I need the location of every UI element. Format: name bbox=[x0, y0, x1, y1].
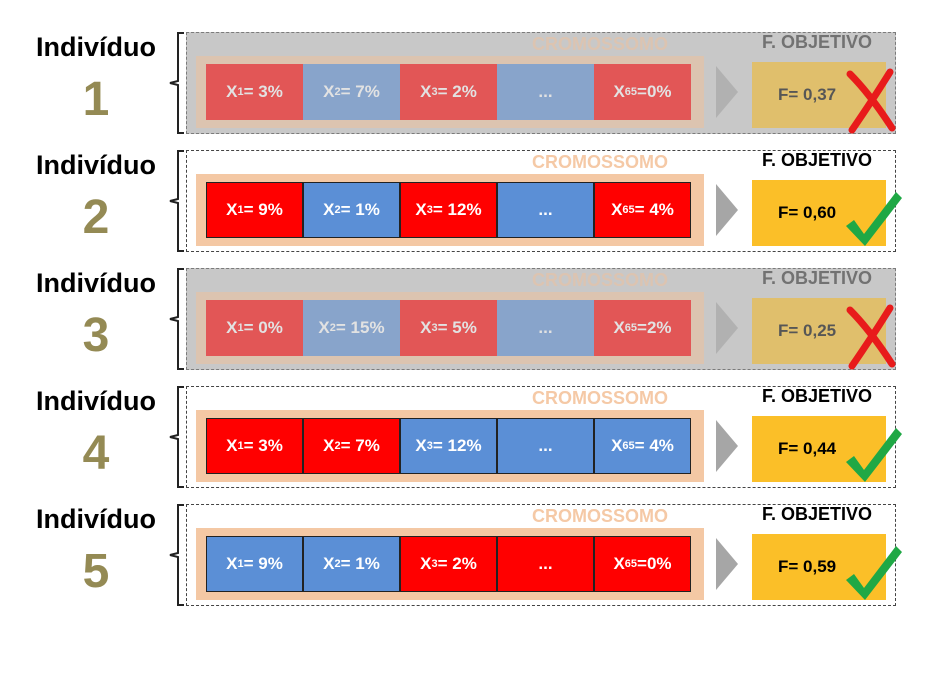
cross-icon bbox=[846, 68, 896, 134]
check-icon bbox=[846, 192, 902, 246]
objective-label: F. OBJETIVO bbox=[761, 504, 873, 524]
gene-subscript: 3 bbox=[431, 558, 438, 570]
individual-row: Indivíduo 2 CROMOSSOMO F. OBJETIVO X 1 = 9% X 2 =… bbox=[0, 148, 952, 264]
individual-label: Indivíduo bbox=[36, 504, 156, 534]
gene-list: X 1 = 3% X 2 = 7% X 3 = 12%... X 65 = 4% bbox=[206, 418, 691, 474]
gene-cell: ... bbox=[497, 182, 594, 238]
objective-label: F. OBJETIVO bbox=[761, 268, 873, 288]
gene-subscript: 3 bbox=[426, 204, 433, 216]
gene-cell: X 3 = 12% bbox=[400, 418, 497, 474]
individual-label: Indivíduo bbox=[36, 268, 156, 298]
objective-label: F. OBJETIVO bbox=[761, 32, 873, 52]
gene-subscript: 3 bbox=[426, 440, 433, 452]
gene-subscript: 65 bbox=[622, 204, 635, 216]
gene-cell: X 3 = 5% bbox=[400, 300, 497, 356]
individual-row: Indivíduo 4 CROMOSSOMO F. OBJETIVO X 1 = 3% X 2 =… bbox=[0, 384, 952, 500]
gene-cell: X 3 = 2% bbox=[400, 536, 497, 592]
gene-cell: X 65 =0% bbox=[594, 64, 691, 120]
brace-icon bbox=[169, 386, 184, 488]
individual-row: Indivíduo 5 CROMOSSOMO F. OBJETIVO X 1 = 9% X 2 =… bbox=[0, 502, 952, 618]
gene-list: X 1 = 9% X 2 = 1% X 3 = 2%... X 65 =0% bbox=[206, 536, 691, 592]
gene-subscript: 3 bbox=[431, 322, 438, 334]
gene-cell: ... bbox=[497, 64, 594, 120]
gene-cell: X 65 =0% bbox=[594, 536, 691, 592]
gene-cell: X 2 = 1% bbox=[303, 536, 400, 592]
gene-subscript: 65 bbox=[624, 322, 638, 334]
gene-cell: X 3 = 2% bbox=[400, 64, 497, 120]
gene-cell: X 65 =2% bbox=[594, 300, 691, 356]
individual-number: 1 bbox=[82, 73, 110, 126]
gene-subscript: 1 bbox=[237, 440, 244, 452]
gene-cell: X 1 = 0% bbox=[206, 300, 303, 356]
gene-cell: X 2 = 1% bbox=[303, 182, 400, 238]
gene-subscript: 2 bbox=[334, 440, 341, 452]
chromosome-label: CROMOSSOMO bbox=[532, 270, 669, 290]
gene-subscript: 1 bbox=[237, 204, 244, 216]
arrow-icon bbox=[716, 302, 738, 354]
individual-number: 5 bbox=[82, 545, 110, 598]
gene-cell: X 1 = 3% bbox=[206, 64, 303, 120]
gene-cell: X 3 = 12% bbox=[400, 182, 497, 238]
individual-row: Indivíduo 3 CROMOSSOMO F. OBJETIVO X 1 = 0% X 2 =… bbox=[0, 266, 952, 382]
gene-subscript: 3 bbox=[431, 86, 438, 98]
gene-subscript: 1 bbox=[237, 322, 244, 334]
gene-subscript: 65 bbox=[624, 86, 638, 98]
arrow-icon bbox=[716, 66, 738, 118]
gene-cell: X 2 = 7% bbox=[303, 418, 400, 474]
gene-list: X 1 = 3% X 2 = 7% X 3 = 2%... X 65 =0% bbox=[206, 64, 691, 120]
gene-subscript: 65 bbox=[624, 558, 638, 570]
objective-label: F. OBJETIVO bbox=[761, 386, 873, 406]
chromosome-label: CROMOSSOMO bbox=[532, 152, 669, 172]
gene-list: X 1 = 9% X 2 = 1% X 3 = 12%... X 65 = 4% bbox=[206, 182, 691, 238]
individual-label: Indivíduo bbox=[36, 386, 156, 416]
chromosome-label: CROMOSSOMO bbox=[532, 506, 669, 526]
brace-icon bbox=[169, 150, 184, 252]
gene-cell: X 65 = 4% bbox=[594, 418, 691, 474]
chromosome-label: CROMOSSOMO bbox=[532, 388, 669, 408]
arrow-icon bbox=[716, 184, 738, 236]
brace-icon bbox=[169, 268, 184, 370]
gene-cell: ... bbox=[497, 418, 594, 474]
individual-number: 4 bbox=[82, 427, 110, 480]
gene-cell: X 2 = 7% bbox=[303, 64, 400, 120]
gene-cell: X 65 = 4% bbox=[594, 182, 691, 238]
gene-subscript: 2 bbox=[334, 204, 341, 216]
gene-cell: X 2 = 15% bbox=[303, 300, 400, 356]
check-icon bbox=[846, 428, 902, 482]
chromosome-label: CROMOSSOMO bbox=[532, 34, 669, 54]
individual-row: Indivíduo 1 CROMOSSOMO F. OBJETIVO X 1 = 3% X 2 =… bbox=[0, 30, 952, 146]
gene-subscript: 1 bbox=[237, 86, 244, 98]
gene-subscript: 2 bbox=[334, 558, 341, 570]
gene-subscript: 2 bbox=[329, 322, 336, 334]
arrow-icon bbox=[716, 420, 738, 472]
individual-label: Indivíduo bbox=[36, 150, 156, 180]
gene-subscript: 65 bbox=[622, 440, 635, 452]
arrow-icon bbox=[716, 538, 738, 590]
gene-cell: X 1 = 3% bbox=[206, 418, 303, 474]
gene-subscript: 2 bbox=[334, 86, 341, 98]
brace-icon bbox=[169, 32, 184, 134]
gene-cell: X 1 = 9% bbox=[206, 182, 303, 238]
gene-list: X 1 = 0% X 2 = 15% X 3 = 5%... X 65 =2% bbox=[206, 300, 691, 356]
gene-subscript: 1 bbox=[237, 558, 244, 570]
brace-icon bbox=[169, 504, 184, 606]
check-icon bbox=[846, 546, 902, 600]
gene-cell: X 1 = 9% bbox=[206, 536, 303, 592]
individual-number: 3 bbox=[82, 309, 110, 362]
individual-label: Indivíduo bbox=[36, 32, 156, 62]
individual-number: 2 bbox=[82, 191, 110, 244]
gene-cell: ... bbox=[497, 536, 594, 592]
cross-icon bbox=[846, 304, 896, 370]
objective-label: F. OBJETIVO bbox=[761, 150, 873, 170]
gene-cell: ... bbox=[497, 300, 594, 356]
